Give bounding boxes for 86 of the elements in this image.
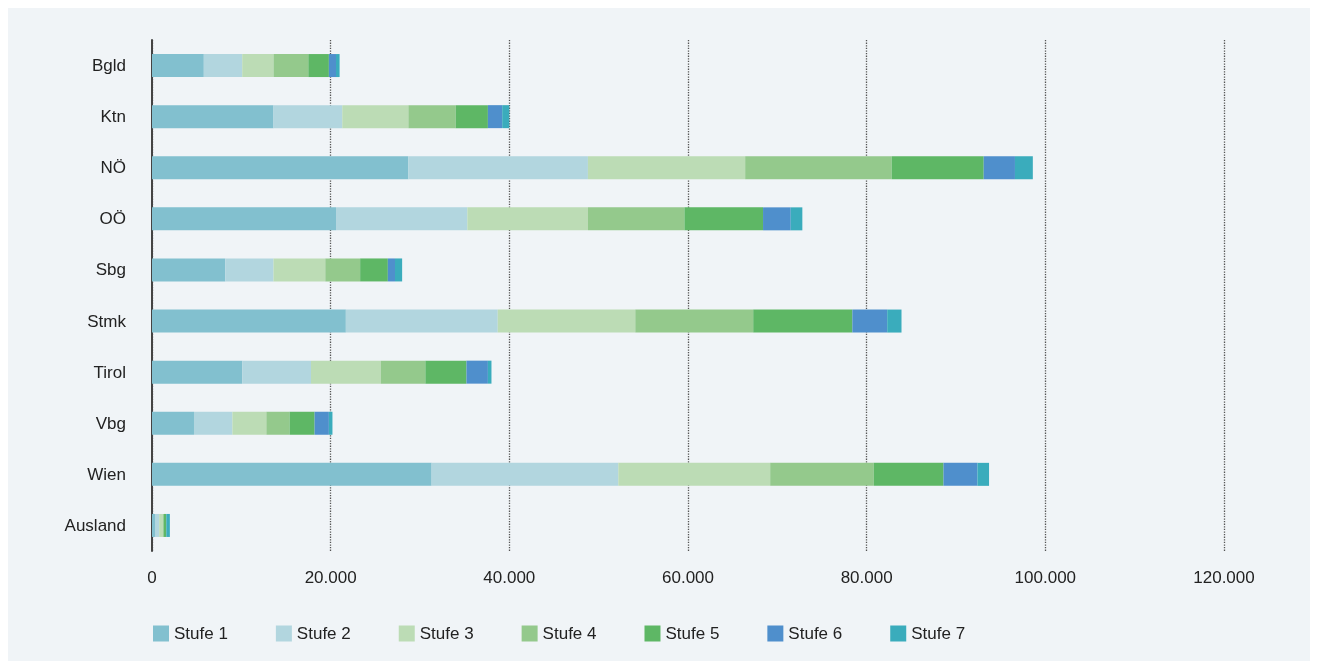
- bar: [232, 411, 267, 435]
- bar: [311, 360, 381, 384]
- bar: [763, 207, 791, 231]
- bar: [943, 462, 978, 486]
- bar: [425, 360, 467, 384]
- legend-label: Stufe 7: [911, 624, 966, 643]
- bar: [225, 258, 274, 282]
- bar: [152, 54, 204, 78]
- bar: [502, 105, 510, 129]
- bar: [273, 105, 343, 129]
- legend-label: Stufe 3: [419, 624, 474, 643]
- bar: [587, 207, 685, 231]
- bar: [408, 105, 456, 129]
- x-tick-label: 20.000: [304, 568, 357, 587]
- y-tick-label: Ausland: [64, 515, 126, 535]
- bar: [684, 207, 764, 231]
- bar: [266, 411, 290, 435]
- bar: [289, 411, 315, 435]
- bar: [380, 360, 426, 384]
- y-tick-label: Vbg: [95, 413, 126, 433]
- legend-label: Stufe 6: [788, 624, 843, 643]
- x-tick-label: 80.000: [840, 568, 893, 587]
- bar: [328, 54, 337, 78]
- bar: [852, 309, 888, 333]
- bar: [152, 462, 432, 486]
- bar: [1014, 156, 1033, 180]
- bar: [887, 309, 902, 333]
- y-tick-label: OÖ: [99, 209, 126, 229]
- bar: [193, 411, 233, 435]
- legend-label: Stufe 5: [665, 624, 720, 643]
- bar: [308, 54, 329, 78]
- bar: [497, 309, 636, 333]
- bar: [753, 309, 853, 333]
- y-tick-label: NÖ: [100, 158, 126, 178]
- y-tick-label: Ktn: [100, 107, 126, 127]
- y-tick-label: Stmk: [87, 311, 127, 331]
- bar: [152, 360, 243, 384]
- bar: [587, 156, 746, 180]
- bar: [336, 54, 340, 78]
- bar: [983, 156, 1015, 180]
- bar: [242, 54, 274, 78]
- legend-label: Stufe 1: [174, 624, 228, 643]
- bar: [336, 207, 468, 231]
- bar: [152, 513, 156, 537]
- bar: [394, 258, 403, 282]
- x-tick-label: 40.000: [483, 568, 536, 587]
- x-tick-label: 60.000: [662, 568, 714, 587]
- y-tick-label: Bgld: [91, 56, 126, 76]
- legend-label: Stufe 2: [296, 624, 351, 643]
- bar: [152, 207, 337, 231]
- bar: [770, 462, 874, 486]
- bar: [487, 105, 503, 129]
- bar: [152, 258, 226, 282]
- bar: [360, 258, 388, 282]
- bar: [745, 156, 892, 180]
- bar: [325, 258, 361, 282]
- bar: [790, 207, 803, 231]
- bar: [203, 54, 243, 78]
- bar: [152, 156, 409, 180]
- bar: [467, 207, 588, 231]
- bar: [152, 411, 194, 435]
- y-tick-label: Sbg: [95, 260, 126, 280]
- bar: [152, 105, 274, 129]
- bar: [635, 309, 754, 333]
- bar: [455, 105, 488, 129]
- bar: [891, 156, 984, 180]
- bar: [273, 258, 326, 282]
- bar: [387, 258, 395, 282]
- x-tick-label: 100.000: [1014, 568, 1077, 587]
- legend-label: Stufe 4: [542, 624, 597, 643]
- bar: [408, 156, 588, 180]
- bar: [618, 462, 771, 486]
- bar: [431, 462, 619, 486]
- x-tick-label: 0: [147, 568, 157, 587]
- bar: [242, 360, 312, 384]
- y-tick-label: Tirol: [93, 362, 126, 382]
- bar: [466, 360, 488, 384]
- bar: [977, 462, 990, 486]
- bar: [314, 411, 329, 435]
- bar: [342, 105, 409, 129]
- bar: [345, 309, 498, 333]
- bar: [152, 309, 346, 333]
- x-tick-label: 120.000: [1193, 568, 1255, 587]
- y-tick-label: Wien: [87, 464, 126, 484]
- bar: [873, 462, 944, 486]
- bar: [273, 54, 309, 78]
